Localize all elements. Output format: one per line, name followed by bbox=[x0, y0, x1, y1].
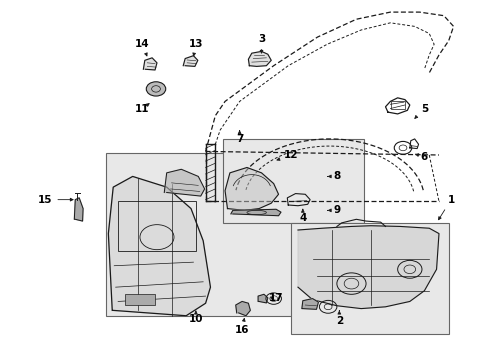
Text: 10: 10 bbox=[188, 311, 203, 324]
Text: 7: 7 bbox=[236, 131, 243, 144]
Polygon shape bbox=[183, 56, 198, 66]
Bar bbox=[106, 153, 300, 316]
Polygon shape bbox=[230, 209, 281, 216]
Polygon shape bbox=[301, 298, 318, 309]
Text: 8: 8 bbox=[327, 171, 340, 181]
Polygon shape bbox=[164, 169, 204, 196]
Text: 6: 6 bbox=[414, 152, 427, 162]
Text: 9: 9 bbox=[327, 205, 340, 215]
Polygon shape bbox=[235, 301, 250, 316]
Polygon shape bbox=[258, 294, 267, 303]
Text: 17: 17 bbox=[268, 293, 283, 303]
Bar bbox=[118, 202, 196, 251]
Text: 4: 4 bbox=[299, 210, 306, 222]
Text: 16: 16 bbox=[234, 319, 249, 335]
Text: 15: 15 bbox=[38, 195, 73, 204]
Text: 11: 11 bbox=[135, 104, 149, 113]
Text: 13: 13 bbox=[188, 39, 203, 56]
Text: 14: 14 bbox=[135, 39, 149, 56]
Text: 1: 1 bbox=[438, 195, 454, 220]
Polygon shape bbox=[224, 167, 278, 210]
Polygon shape bbox=[74, 198, 83, 221]
Bar bbox=[290, 223, 448, 334]
Text: 12: 12 bbox=[276, 150, 297, 160]
Polygon shape bbox=[297, 226, 438, 309]
Circle shape bbox=[146, 82, 165, 96]
Text: 5: 5 bbox=[414, 104, 427, 118]
Polygon shape bbox=[143, 58, 157, 70]
Bar bbox=[390, 102, 404, 109]
Polygon shape bbox=[108, 176, 210, 316]
Bar bbox=[125, 294, 154, 305]
Text: 2: 2 bbox=[335, 311, 342, 326]
Text: 3: 3 bbox=[257, 34, 264, 53]
Polygon shape bbox=[248, 51, 271, 66]
Bar bbox=[222, 139, 363, 223]
